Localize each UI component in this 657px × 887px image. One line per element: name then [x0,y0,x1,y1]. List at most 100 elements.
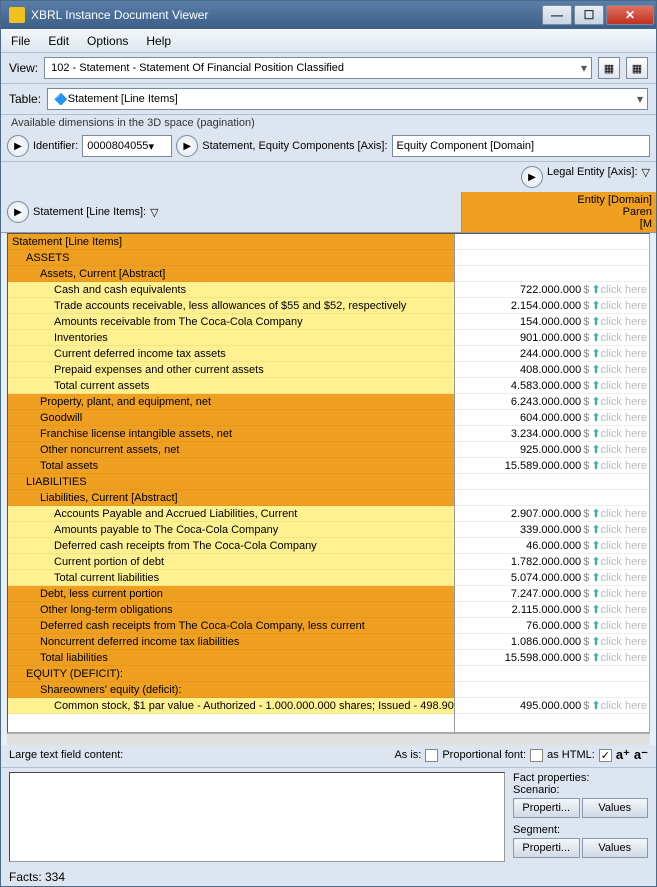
table-row[interactable]: Franchise license intangible assets, net [8,426,454,442]
data-grid[interactable]: Statement [Line Items]ASSETSAssets, Curr… [7,233,650,733]
table-row[interactable]: Prepaid expenses and other current asset… [8,362,454,378]
table-row[interactable]: Current deferred income tax assets [8,346,454,362]
fact-properties-panel: Fact properties: Scenario: Properti... V… [513,772,648,864]
table-row[interactable]: Accounts Payable and Accrued Liabilities… [8,506,454,522]
table-cell-value[interactable]: 15.589.000.000$⬆ click here [455,458,649,474]
table-cell-value[interactable]: 1.782.000.000$⬆ click here [455,554,649,570]
table-row[interactable]: Noncurrent deferred income tax liabiliti… [8,634,454,650]
table-row[interactable]: Trade accounts receivable, less allowanc… [8,298,454,314]
paren-label: Paren [623,206,652,218]
proportional-checkbox[interactable] [530,749,543,762]
table-cell-value[interactable]: 244.000.000$⬆ click here [455,346,649,362]
table-cell-value[interactable]: 154.000.000$⬆ click here [455,314,649,330]
table-row[interactable]: Goodwill [8,410,454,426]
table-cell-value[interactable] [455,250,649,266]
table-row[interactable]: Total current liabilities [8,570,454,586]
menu-options[interactable]: Options [87,34,128,48]
table-row[interactable]: Other long-term obligations [8,602,454,618]
table-row[interactable]: Shareowners' equity (deficit): [8,682,454,698]
identifier-play-icon[interactable]: ▶ [7,135,29,157]
menu-file[interactable]: File [11,34,30,48]
grid-header: ▶ Statement [Line Items]: ▽ Entity [Doma… [1,192,656,233]
font-increase-icon[interactable]: a⁺ [616,747,630,763]
table-cell-value[interactable]: 4.583.000.000$⬆ click here [455,378,649,394]
column-header[interactable]: Entity [Domain] Paren [M [461,192,656,232]
grid-icon-1[interactable]: ▦ [598,57,620,79]
table-cell-value[interactable]: 76.000.000$⬆ click here [455,618,649,634]
table-cell-value[interactable]: 339.000.000$⬆ click here [455,522,649,538]
equity-play-icon[interactable]: ▶ [176,135,198,157]
table-cell-value[interactable]: 15.598.000.000$⬆ click here [455,650,649,666]
table-cell-value[interactable]: 46.000.000$⬆ click here [455,538,649,554]
legal-play-icon[interactable]: ▶ [521,166,543,188]
scenario-props-button[interactable]: Properti... [513,798,580,818]
table-cell-value[interactable]: 604.000.000$⬆ click here [455,410,649,426]
table-cell-value[interactable]: 925.000.000$⬆ click here [455,442,649,458]
legal-label: Legal Entity [Axis]: [547,166,638,188]
titlebar[interactable]: XBRL Instance Document Viewer — ☐ ✕ [1,1,656,29]
table-cell-value[interactable] [455,266,649,282]
view-select[interactable]: 102 - Statement - Statement Of Financial… [44,57,592,79]
table-row[interactable]: Common stock, $1 par value - Authorized … [8,698,454,714]
table-row[interactable]: Assets, Current [Abstract] [8,266,454,282]
large-text-area[interactable] [9,772,505,862]
table-row[interactable]: Statement [Line Items] [8,234,454,250]
legal-tri-icon[interactable]: ▽ [642,166,650,188]
table-row[interactable]: Amounts payable to The Coca-Cola Company [8,522,454,538]
as-is-checkbox[interactable] [425,749,438,762]
table-row[interactable]: Deferred cash receipts from The Coca-Col… [8,618,454,634]
table-cell-value[interactable]: 3.234.000.000$⬆ click here [455,426,649,442]
table-cell-value[interactable]: 1.086.000.000$⬆ click here [455,634,649,650]
table-cell-value[interactable]: 6.243.000.000$⬆ click here [455,394,649,410]
table-row[interactable]: Property, plant, and equipment, net [8,394,454,410]
table-cell-value[interactable]: 2.907.000.000$⬆ click here [455,506,649,522]
table-row[interactable]: Total current assets [8,378,454,394]
identifier-input[interactable]: 0000804055 ▾ [82,135,172,157]
table-select[interactable]: 🔷 Statement [Line Items] [47,88,648,110]
as-html-checkbox[interactable]: ✓ [599,749,612,762]
menu-edit[interactable]: Edit [48,34,69,48]
maximize-button[interactable]: ☐ [574,5,604,25]
table-cell-value[interactable] [455,682,649,698]
view-row: View: 102 - Statement - Statement Of Fin… [1,53,656,84]
table-row[interactable]: Debt, less current portion [8,586,454,602]
scenario-values-button[interactable]: Values [582,798,649,818]
equity-input[interactable]: Equity Component [Domain] [392,135,650,157]
font-decrease-icon[interactable]: a⁻ [634,747,648,763]
table-cell-value[interactable]: 722.000.000$⬆ click here [455,282,649,298]
table-cell-value[interactable] [455,474,649,490]
menu-help[interactable]: Help [146,34,171,48]
segment-values-button[interactable]: Values [582,838,649,858]
table-row[interactable]: LIABILITIES [8,474,454,490]
stmt-tri-icon[interactable]: ▽ [150,206,158,219]
table-cell-value[interactable] [455,234,649,250]
table-cell-value[interactable]: 2.115.000.000$⬆ click here [455,602,649,618]
table-row[interactable]: Liabilities, Current [Abstract] [8,490,454,506]
table-row[interactable]: Total assets [8,458,454,474]
close-button[interactable]: ✕ [606,5,654,25]
table-cell-value[interactable]: 495.000.000$⬆ click here [455,698,649,714]
table-row[interactable]: ASSETS [8,250,454,266]
view-label: View: [9,61,38,75]
table-cell-value[interactable] [455,490,649,506]
segment-props-button[interactable]: Properti... [513,838,580,858]
table-cell-value[interactable]: 7.247.000.000$⬆ click here [455,586,649,602]
table-cell-value[interactable]: 901.000.000$⬆ click here [455,330,649,346]
minimize-button[interactable]: — [542,5,572,25]
table-row[interactable]: Inventories [8,330,454,346]
table-row[interactable]: Cash and cash equivalents [8,282,454,298]
grid-icon-2[interactable]: ▦ [626,57,648,79]
table-cell-value[interactable]: 408.000.000$⬆ click here [455,362,649,378]
table-cell-value[interactable] [455,666,649,682]
table-row[interactable]: Deferred cash receipts from The Coca-Col… [8,538,454,554]
large-text-label: Large text field content: [9,749,123,761]
table-row[interactable]: EQUITY (DEFICIT): [8,666,454,682]
table-cell-value[interactable]: 5.074.000.000$⬆ click here [455,570,649,586]
table-row[interactable]: Total liabilities [8,650,454,666]
horizontal-scrollbar[interactable] [7,733,650,745]
table-row[interactable]: Current portion of debt [8,554,454,570]
table-row[interactable]: Other noncurrent assets, net [8,442,454,458]
stmt-play-icon[interactable]: ▶ [7,201,29,223]
table-row[interactable]: Amounts receivable from The Coca-Cola Co… [8,314,454,330]
table-cell-value[interactable]: 2.154.000.000$⬆ click here [455,298,649,314]
